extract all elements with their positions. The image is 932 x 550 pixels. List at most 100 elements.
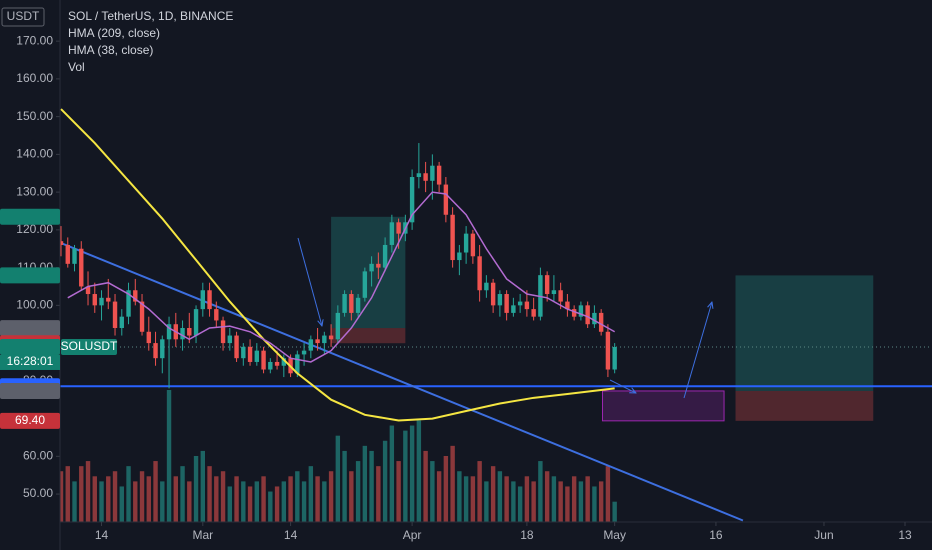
volume-bar: [463, 476, 469, 522]
volume-bar: [126, 466, 131, 522]
volume-bar: [60, 471, 64, 522]
candle-body: [247, 346, 253, 362]
volume-bar: [342, 450, 347, 522]
candle-body: [315, 339, 320, 344]
candle-body: [79, 248, 84, 287]
candle-body: [335, 312, 341, 340]
candle-body: [598, 312, 604, 332]
price-tag: [0, 382, 60, 399]
volume-bar: [295, 471, 300, 522]
volume-bar: [457, 471, 462, 522]
y-tick-label: 160.00: [16, 71, 53, 85]
candle-body: [193, 309, 199, 336]
y-tick-label: 130.00: [16, 184, 53, 198]
volume-bar: [592, 486, 597, 522]
volume-bar: [214, 476, 219, 522]
legend-entry: Vol: [68, 60, 85, 74]
volume-bar: [538, 461, 543, 522]
candle-body: [99, 297, 104, 306]
candle-body: [214, 309, 219, 321]
volume-bar: [65, 466, 70, 522]
volume-bar: [328, 471, 334, 522]
countdown: 16:28:01: [7, 354, 54, 368]
candle-body: [72, 248, 77, 264]
target-zone: [331, 216, 406, 329]
volume-bar: [403, 430, 408, 522]
volume-bar: [106, 476, 111, 522]
candle-body: [301, 350, 307, 355]
legend-entry: HMA (209, close): [68, 26, 160, 40]
x-tick-label: Apr: [403, 528, 422, 542]
volume-bar: [504, 476, 509, 522]
candle-body: [463, 233, 469, 253]
candle-body: [112, 301, 118, 328]
volume-bar: [349, 471, 354, 522]
volume-bar: [450, 445, 455, 522]
target-zone: [735, 275, 874, 391]
candle-body: [416, 173, 422, 178]
price-tag: [0, 338, 60, 355]
volume-bar: [585, 476, 590, 522]
candle-body: [558, 290, 563, 302]
volume-bar: [571, 476, 577, 522]
y-tick-label: 60.00: [23, 448, 53, 462]
volume-bar: [558, 481, 563, 522]
volume-bar: [227, 486, 233, 522]
volume-bar: [612, 501, 617, 522]
candle-body: [565, 301, 570, 310]
volume-bar: [173, 476, 178, 522]
volume-bar: [261, 476, 266, 522]
candle-body: [504, 294, 509, 313]
candle-body: [139, 301, 145, 332]
volume-bar: [497, 471, 503, 522]
volume-bar: [531, 481, 536, 522]
candle-body: [470, 233, 476, 257]
volume-bar: [436, 471, 442, 522]
candle-body: [349, 294, 354, 313]
volume-bar: [241, 481, 246, 522]
volume-bar: [477, 461, 482, 522]
volume-bar: [99, 481, 104, 522]
candle-body: [524, 301, 530, 310]
candle-body: [60, 241, 64, 245]
volume-bar: [234, 476, 239, 522]
candle-body: [355, 297, 361, 313]
volume-bar: [423, 450, 428, 522]
volume-bar: [565, 486, 570, 522]
candle-body: [281, 358, 287, 366]
candle-body: [146, 331, 151, 344]
candle-body: [180, 327, 185, 340]
candle-body: [106, 297, 111, 302]
candle-body: [484, 282, 489, 291]
volume-bar: [288, 476, 293, 522]
candle-body: [551, 290, 557, 295]
volume-bar: [308, 466, 314, 522]
legend-entry: HMA (38, close): [68, 43, 153, 57]
candle-body: [261, 350, 266, 370]
x-tick-label: Jun: [814, 528, 833, 542]
candle-body: [153, 343, 158, 359]
candle-body: [207, 290, 212, 310]
candle-body: [85, 286, 91, 295]
price-tag: [0, 320, 60, 337]
candle-body: [578, 305, 584, 317]
chart-title: SOL / TetherUS, 1D, BINANCE: [68, 9, 233, 23]
volume-bar: [524, 476, 530, 522]
candle-body: [443, 184, 449, 215]
candle-body: [119, 316, 124, 328]
candle-body: [133, 290, 138, 302]
price-tag: [0, 267, 60, 284]
candle-body: [254, 350, 260, 362]
volume-bar: [72, 481, 77, 522]
annotations: [297, 237, 712, 399]
volume-bar: [146, 476, 151, 522]
price-tag: [0, 208, 60, 225]
stop-zone: [331, 328, 406, 344]
x-tick-label: 14: [284, 528, 298, 542]
volume-bar: [247, 486, 253, 522]
candle-body: [396, 222, 401, 234]
volume-bar: [207, 466, 212, 522]
candle-body: [423, 173, 428, 181]
